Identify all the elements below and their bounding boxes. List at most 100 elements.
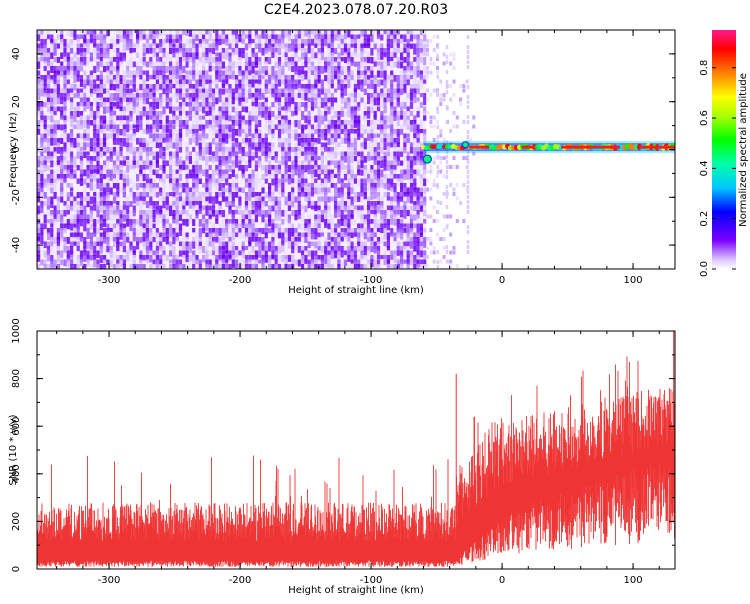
spectrogram-cell [390,183,394,191]
spectrogram-cell [208,142,212,148]
spectrogram-cell [284,97,288,103]
spectrogram-cell [152,205,156,212]
spectrogram-cell [122,142,126,147]
spectrogram-cell [106,124,110,131]
spectrogram-cell [244,214,249,220]
spectrogram-cell [436,165,440,169]
spectrogram-cell [116,232,120,240]
spectrogram-cell [205,187,209,195]
spectrogram-cell [46,156,51,163]
spectrogram-cell [241,129,245,134]
spectrogram-cell [363,214,367,221]
spectrogram-cell [56,138,60,146]
spectrogram-cell [139,169,143,177]
spectrogram-cell [320,102,324,108]
spectrogram-cell [334,61,338,70]
spectrogram-cell [221,115,225,120]
spectrogram-cell [132,268,136,269]
spectrogram-cell [241,75,245,82]
spectrogram-cell [287,48,291,53]
spectrogram-cell [376,124,381,130]
spectrogram-cell [195,84,199,92]
spectrogram-cell [99,34,103,40]
spectrogram-cell [99,192,103,198]
spectrogram-cell [208,61,212,67]
spectrogram-cell [353,255,357,262]
spectrogram-cell [60,43,64,51]
spectrogram-cell [360,196,364,203]
spectrogram-cell [63,156,67,161]
spectrogram-cell [205,259,209,267]
spectrogram-cell [416,259,420,267]
spectrogram-cell [218,192,222,197]
spectrogram-cell [367,183,371,191]
spectrogram-cell [281,174,285,179]
spectrogram-cell [93,174,97,182]
spectrogram-cell [340,268,344,269]
spectrogram-cell [83,61,87,66]
spectrogram-cell [376,93,381,101]
spectrogram-cell [63,102,67,110]
spectrogram-cell [215,120,219,128]
spectrogram-cell [281,268,285,269]
spectrogram-cell [406,75,410,82]
spectrogram-cell [56,169,60,177]
spectrogram-cell [284,111,288,116]
spectrogram-cell [155,30,159,35]
spectrogram-cell [386,30,390,35]
spectrogram-cell [172,183,176,191]
spectrogram-cell [413,174,417,180]
spectrogram-cell [142,160,146,165]
spectrogram-cell [466,140,470,144]
spectrogram-cell [291,111,295,117]
spectrogram-cell [43,219,47,224]
spectrogram-cell [172,160,176,166]
spectrogram-cell [393,115,397,121]
spectrogram-cell [172,205,176,213]
spectrogram-cell [413,223,417,229]
spectrogram-cell [178,133,183,141]
spectrogram-cell [235,84,239,90]
spectrogram-cell [373,138,377,146]
spectrogram-cell [274,223,278,230]
spectrogram-cell [103,102,107,107]
spectrogram-cell [330,124,334,132]
spectrogram-cell [297,70,301,78]
spectrogram-cell [208,264,212,269]
spectrogram-cell [149,48,153,54]
spectrogram-cell [317,255,321,261]
spectrogram-cell [238,79,242,87]
spectrogram-cell [89,160,93,167]
spectrogram-cell [452,52,456,57]
spectrogram-cell [205,147,209,155]
spectrogram-cell [149,192,153,199]
spectrogram-cell [139,106,143,113]
spectrogram-cell [297,124,301,129]
spectrogram-cell [162,183,166,190]
spectrogram-cell [40,259,44,266]
spectrogram-cell [155,84,159,92]
spectrogram-cell [327,174,331,181]
spectrogram-cell [400,151,404,157]
spectrogram-cell [83,246,87,253]
spectrogram-cell [416,151,420,157]
spectrogram-cell [287,66,291,71]
spectrogram-cell [304,48,308,54]
spectrogram-cell [235,43,239,49]
spectrogram-cell [40,52,44,57]
spectrogram-cell [162,232,166,237]
spectrogram-cell [188,187,192,193]
spectrogram-cell [390,210,394,215]
spectrogram-cell [208,187,212,192]
spectrogram-cell [93,151,97,159]
spectrogram-cell [330,61,334,68]
spectrogram-cell [400,102,404,108]
spectrogram-cell [353,106,357,111]
spectrogram-cell [225,39,229,46]
spectrogram-cell [132,259,136,265]
spectrogram-cell [383,30,387,35]
spectrogram-cell [70,48,74,54]
spectrogram-cell [254,214,258,223]
spectrogram-cell [310,250,315,256]
spectrogram-cell [251,237,255,242]
